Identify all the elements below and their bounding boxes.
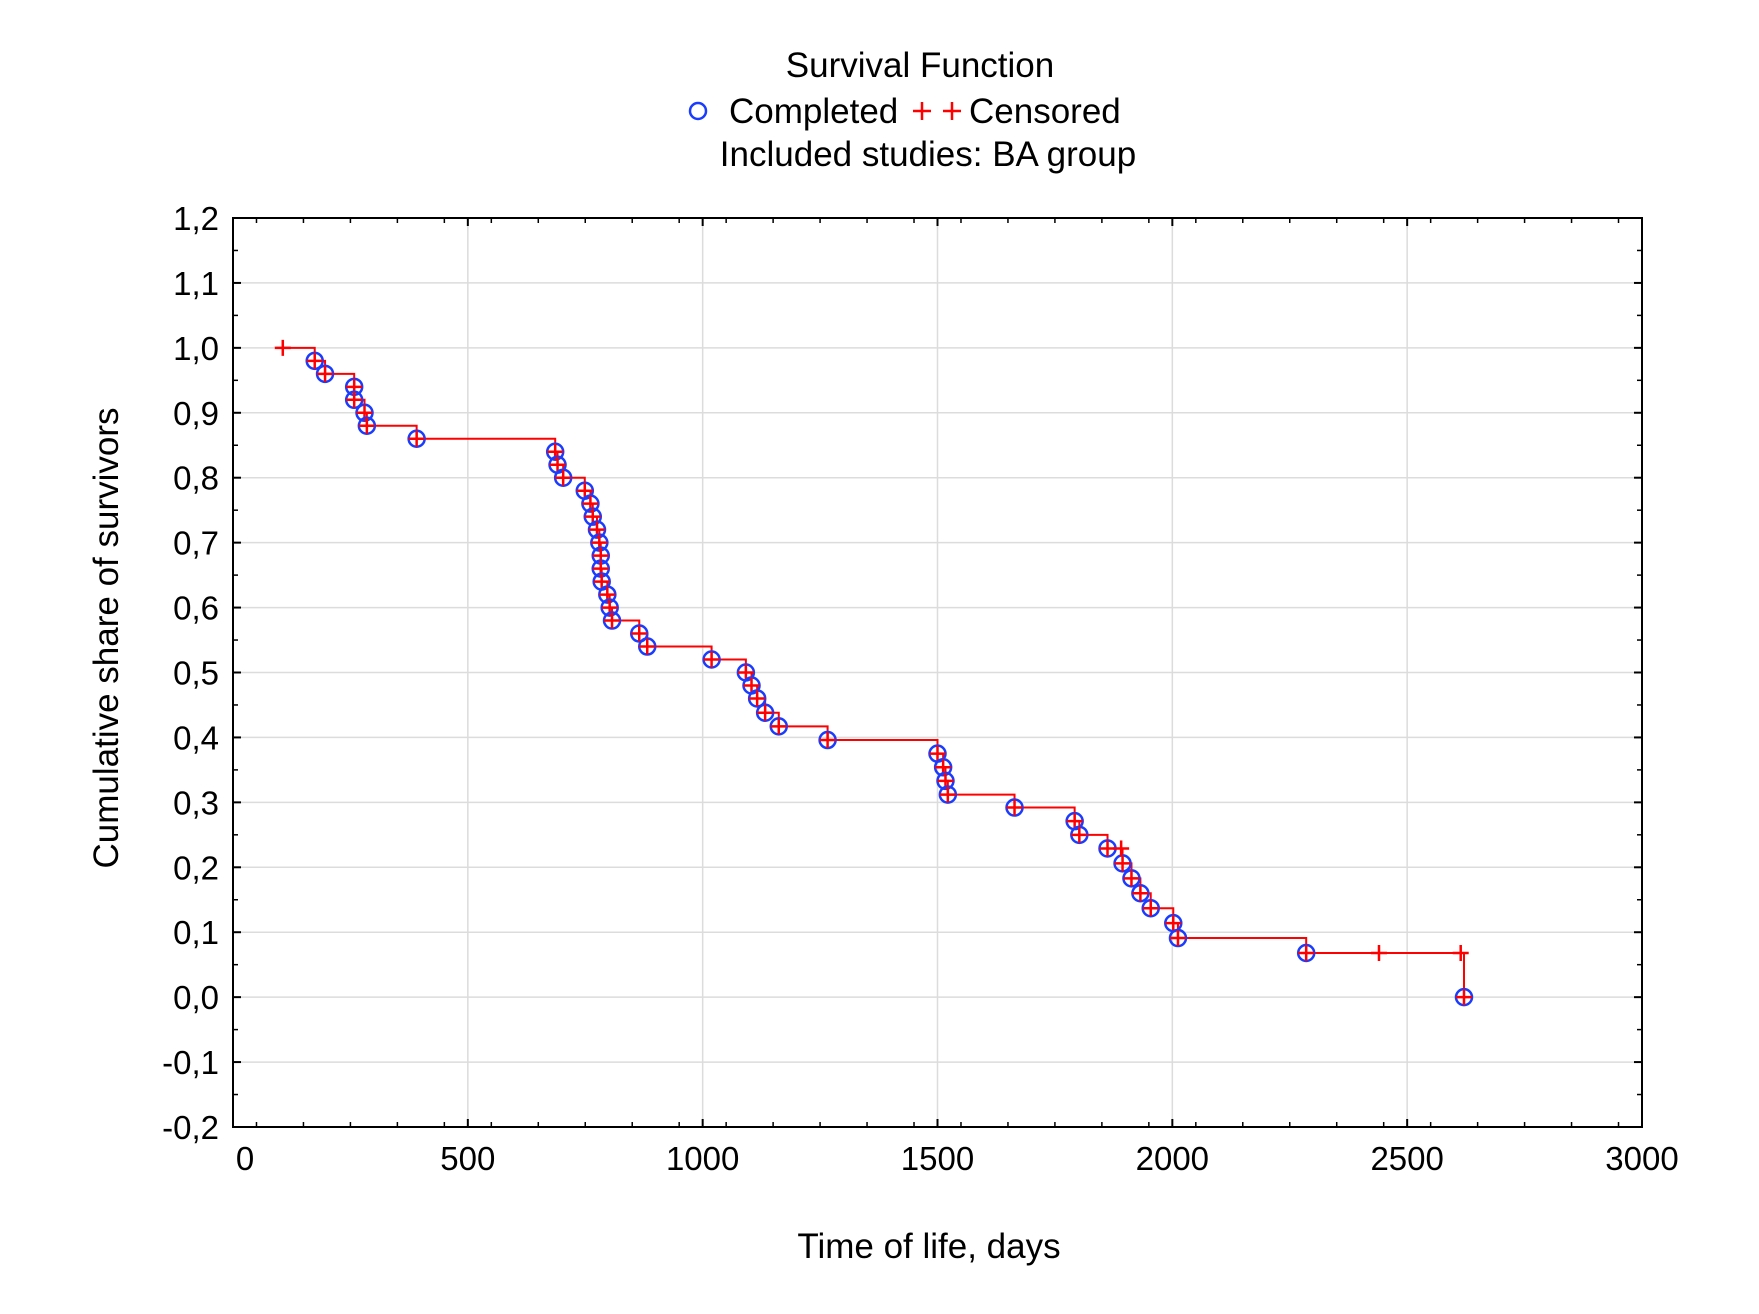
chart-subtitle: Included studies: BA group xyxy=(720,135,1136,174)
y-tick-label: 0,2 xyxy=(173,849,219,886)
completed-point-plus xyxy=(358,417,375,434)
x-tick-label: 2500 xyxy=(1370,1140,1443,1177)
y-tick-label: 0,0 xyxy=(173,979,219,1016)
completed-point-plus xyxy=(757,704,774,721)
completed-point-plus xyxy=(743,677,760,694)
completed-point-plus xyxy=(929,745,946,762)
completed-point-plus xyxy=(737,664,754,681)
completed-point-plus xyxy=(819,732,836,749)
x-tick-label: 500 xyxy=(440,1140,495,1177)
legend-completed-label: Completed xyxy=(729,92,898,131)
completed-point-plus xyxy=(1099,840,1116,857)
completed-point-plus xyxy=(770,718,787,735)
y-tick-label: 0,9 xyxy=(173,395,219,432)
legend-censored-marker xyxy=(913,102,961,120)
y-tick-label: -0,1 xyxy=(162,1044,219,1081)
x-tick-label: 2000 xyxy=(1136,1140,1209,1177)
completed-point-plus xyxy=(1066,813,1083,830)
censored-point xyxy=(1452,944,1469,961)
completed-point-plus xyxy=(1169,930,1186,947)
completed-point-plus xyxy=(576,482,593,499)
completed-point-plus xyxy=(604,612,621,629)
completed-point-plus xyxy=(1114,855,1131,872)
completed-point-plus xyxy=(639,638,656,655)
plot-frame xyxy=(232,217,1643,1128)
y-tick-label: 0,8 xyxy=(173,460,219,497)
y-tick-label: 0,4 xyxy=(173,719,219,756)
completed-point-plus xyxy=(346,391,363,408)
completed-point-plus xyxy=(555,469,572,486)
y-tick-label: 0,1 xyxy=(173,914,219,951)
y-tick-label: 0,6 xyxy=(173,590,219,627)
y-tick-label: 1,0 xyxy=(173,330,219,367)
x-tick-label: 1000 xyxy=(666,1140,739,1177)
completed-point-plus xyxy=(939,786,956,803)
completed-point-plus xyxy=(1165,915,1182,932)
grid xyxy=(233,218,1642,1127)
completed-point-plus xyxy=(306,352,323,369)
y-axis-label: Cumulative share of survivors xyxy=(87,408,126,869)
completed-point-plus xyxy=(317,365,334,382)
legend-completed-marker xyxy=(688,101,708,121)
completed-point-plus xyxy=(1298,944,1315,961)
completed-point-plus xyxy=(408,430,425,447)
x-axis-label: Time of life, days xyxy=(797,1227,1060,1266)
completed-point-plus xyxy=(1455,989,1472,1006)
completed-point-plus xyxy=(1123,870,1140,887)
censored-point xyxy=(1370,944,1387,961)
y-tick-label: -0,2 xyxy=(162,1109,219,1146)
y-tick-label: 1,1 xyxy=(173,265,219,302)
x-tick-label: 1500 xyxy=(901,1140,974,1177)
legend-censored-label: Censored xyxy=(969,92,1121,131)
y-tick-label: 0,7 xyxy=(173,525,219,562)
axis-ticks: 0 500 1000 1500 2000 2500 3000 -0,2 -0,1 0,0 0,1 0,… xyxy=(162,200,1679,1177)
censored-point xyxy=(274,339,291,356)
completed-point-plus xyxy=(1006,799,1023,816)
y-tick-label: 0,5 xyxy=(173,655,219,692)
censored-point xyxy=(1113,840,1130,857)
completed-point-plus xyxy=(1071,826,1088,843)
completed-point-plus xyxy=(1132,885,1149,902)
x-tick-label: 0 xyxy=(236,1140,254,1177)
completed-point-plus xyxy=(631,625,648,642)
completed-point-plus xyxy=(593,573,610,590)
legend: Completed Censored xyxy=(688,92,1121,131)
x-tick-label: 3000 xyxy=(1605,1140,1678,1177)
y-tick-label: 0,3 xyxy=(173,784,219,821)
completed-point-plus xyxy=(749,690,766,707)
y-tick-label: 1,2 xyxy=(173,200,219,237)
chart-title: Survival Function xyxy=(786,46,1054,85)
completed-point-plus xyxy=(703,651,720,668)
series xyxy=(274,339,1474,1007)
completed-point-plus xyxy=(1142,900,1159,917)
completed-point-plus xyxy=(549,456,566,473)
